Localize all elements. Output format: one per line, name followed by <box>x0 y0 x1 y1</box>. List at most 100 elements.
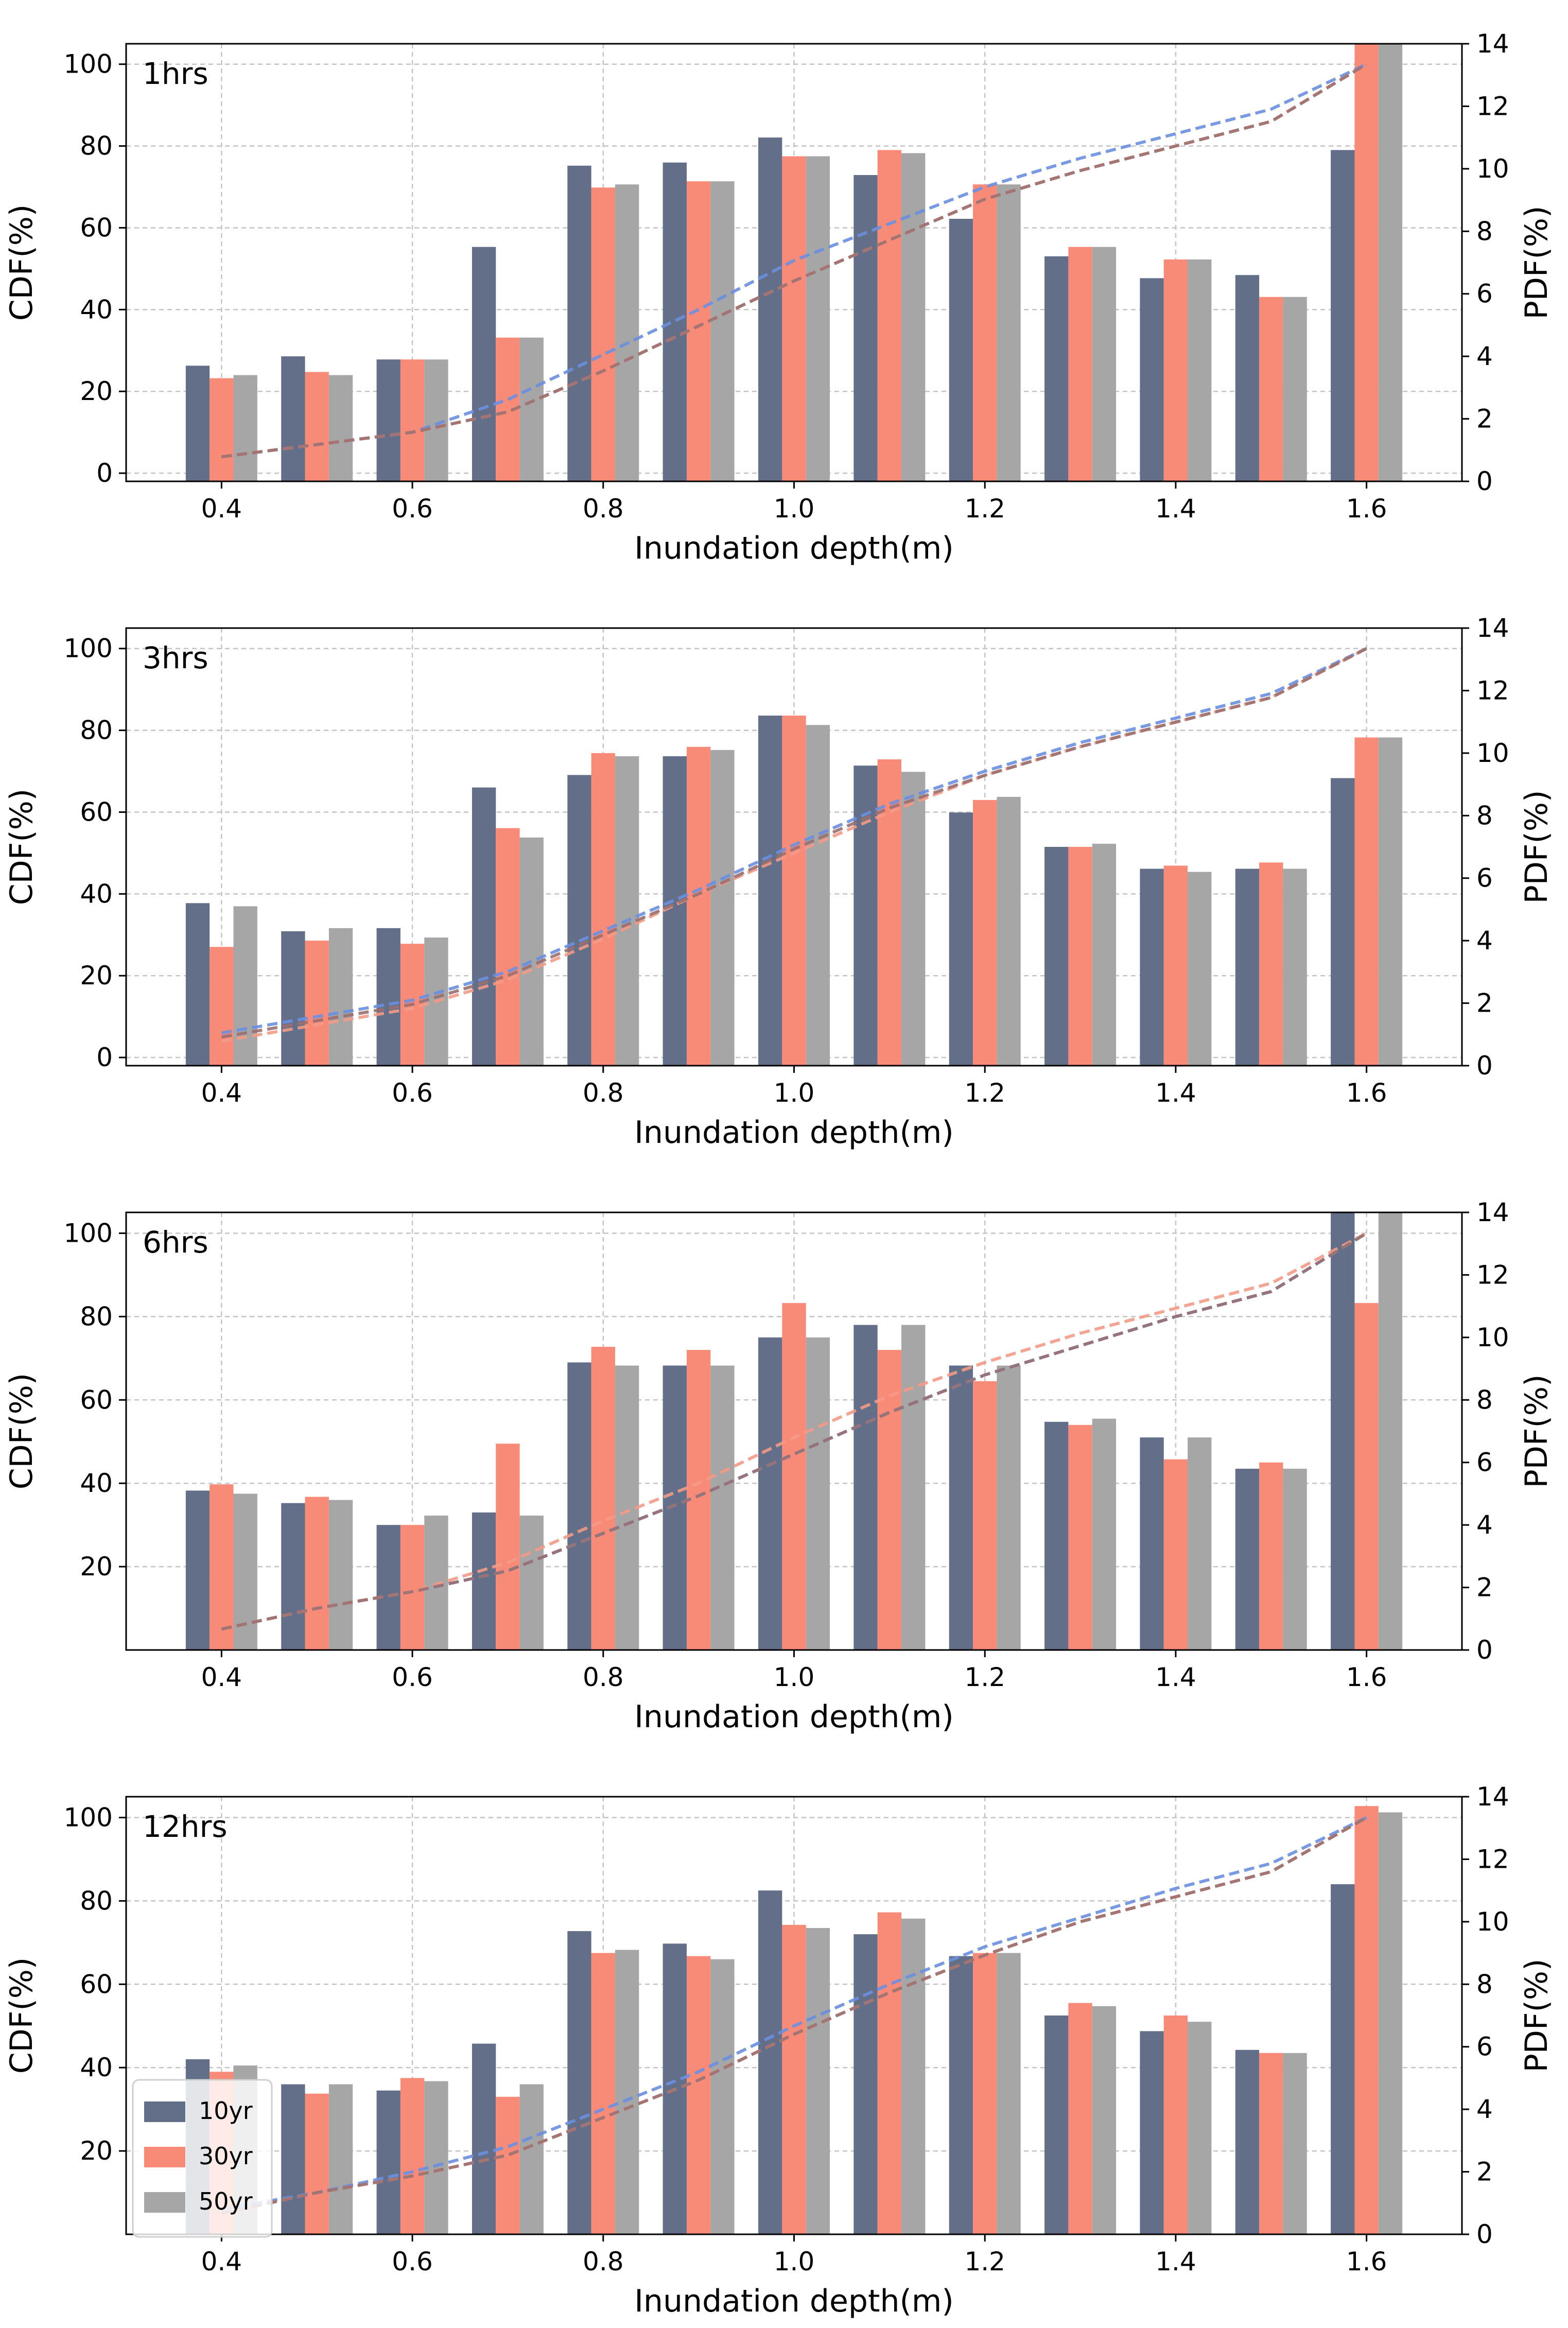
panel-title: 3hrs <box>143 640 208 675</box>
bar-30yr-0.9 <box>686 181 711 481</box>
y-right-tick-label: 14 <box>1476 1782 1509 1812</box>
bar-10yr-1.1 <box>853 175 878 481</box>
cdf-line-50yr <box>221 647 1367 1039</box>
y-right-tick-label: 2 <box>1476 1573 1493 1603</box>
y-right-tick-label: 6 <box>1476 2032 1493 2062</box>
y-left-tick-label: 80 <box>80 1301 113 1331</box>
bar-30yr-1.3 <box>1068 847 1092 1066</box>
bar-10yr-0.8 <box>567 1931 591 2234</box>
y-right-tick-label: 0 <box>1476 466 1493 496</box>
x-tick-label: 1.4 <box>1155 1662 1196 1692</box>
bar-50yr-1.2 <box>997 184 1021 481</box>
bar-30yr-1.3 <box>1068 247 1092 481</box>
bar-30yr-1.2 <box>973 1381 997 1650</box>
y-left-axis-label: CDF(%) <box>4 1373 40 1489</box>
y-left-tick-label: 100 <box>64 1218 113 1248</box>
x-tick-label: 1.4 <box>1155 1078 1196 1108</box>
bar-50yr-1.2 <box>997 1365 1021 1650</box>
bar-10yr-0.6 <box>376 2090 400 2234</box>
y-right-tick-label: 8 <box>1476 801 1493 830</box>
y-left-tick-label: 20 <box>80 1552 113 1582</box>
bar-30yr-0.7 <box>496 1444 520 1650</box>
x-tick-label: 0.6 <box>392 1662 433 1692</box>
x-tick-label: 1.6 <box>1346 1078 1387 1108</box>
x-tick-label: 0.6 <box>392 2247 433 2277</box>
legend-swatch-30yr <box>144 2147 185 2167</box>
y-left-axis-label: CDF(%) <box>4 204 40 321</box>
x-tick-label: 1.4 <box>1155 2247 1196 2277</box>
bar-50yr-1.0 <box>806 1337 830 1650</box>
bar-30yr-1.5 <box>1259 1462 1283 1650</box>
bar-50yr-0.5 <box>328 375 353 481</box>
y-right-tick-label: 14 <box>1476 1197 1509 1227</box>
y-right-tick-label: 6 <box>1476 279 1493 309</box>
cdf-line-10yr <box>221 1816 1367 2211</box>
x-tick-label: 0.8 <box>583 2247 624 2277</box>
y-left-tick-label: 40 <box>80 2053 113 2082</box>
bar-50yr-1.4 <box>1188 2022 1212 2234</box>
y-left-tick-label: 20 <box>80 961 113 991</box>
bar-30yr-1.3 <box>1068 2003 1092 2234</box>
bar-30yr-0.4 <box>210 1484 234 1650</box>
bar-10yr-0.5 <box>281 1503 305 1650</box>
bar-50yr-0.5 <box>328 2084 353 2234</box>
bar-30yr-1.1 <box>877 150 902 481</box>
y-left-tick-label: 60 <box>80 1385 113 1415</box>
y-right-axis-label: PDF(%) <box>1519 1959 1555 2073</box>
bar-30yr-1.2 <box>973 184 997 481</box>
bar-30yr-0.6 <box>400 1525 425 1650</box>
bar-10yr-0.8 <box>567 1362 591 1650</box>
bar-30yr-0.4 <box>210 947 234 1066</box>
bar-10yr-1.4 <box>1140 868 1164 1066</box>
panel-12hrs: 0.4 0.6 0.8 1.0 1.2 1.4 1.6 20 40 60 80 100 0 2 4 6 8 10 1… <box>4 1782 1555 2319</box>
bar-30yr-0.8 <box>591 1347 615 1650</box>
bar-30yr-1.4 <box>1163 865 1188 1066</box>
y-right-tick-label: 2 <box>1476 988 1493 1018</box>
y-right-tick-label: 0 <box>1476 2219 1493 2249</box>
x-axis-label: Inundation depth(m) <box>634 1699 954 1735</box>
bar-30yr-1.5 <box>1259 862 1283 1066</box>
bar-10yr-1.2 <box>949 812 973 1066</box>
panel-title: 1hrs <box>143 56 208 91</box>
bar-30yr-0.6 <box>400 2078 425 2234</box>
x-tick-label: 1.2 <box>964 2247 1005 2277</box>
bar-10yr-1.2 <box>949 219 973 481</box>
y-left-axis-label: CDF(%) <box>4 1957 40 2074</box>
x-tick-label: 0.4 <box>201 494 242 524</box>
bar-50yr-1.4 <box>1188 259 1212 481</box>
bar-10yr-1.1 <box>853 1934 878 2234</box>
bar-30yr-0.6 <box>400 359 425 481</box>
cdf-line-50yr <box>221 63 1368 459</box>
bar-30yr-1.4 <box>1163 1459 1188 1650</box>
x-tick-label: 0.8 <box>583 1662 624 1692</box>
bar-10yr-1.3 <box>1044 1421 1069 1650</box>
bar-50yr-0.7 <box>519 1515 544 1650</box>
bar-10yr-0.7 <box>472 247 496 481</box>
y-right-tick-label: 2 <box>1476 2157 1493 2187</box>
bar-50yr-1.5 <box>1283 868 1307 1066</box>
y-left-tick-label: 20 <box>80 376 113 406</box>
bar-10yr-0.7 <box>472 2043 496 2234</box>
y-left-tick-label: 0 <box>96 1043 113 1072</box>
x-tick-label: 1.0 <box>774 2247 815 2277</box>
x-tick-label: 0.8 <box>583 1078 624 1108</box>
bar-50yr-0.9 <box>710 750 735 1066</box>
bar-10yr-1.2 <box>949 1365 973 1650</box>
y-right-tick-label: 12 <box>1476 675 1509 705</box>
y-left-axis-label: CDF(%) <box>4 789 40 905</box>
y-left-tick-label: 100 <box>64 1802 113 1832</box>
y-right-tick-label: 10 <box>1476 1907 1509 1937</box>
bar-50yr-1.4 <box>1188 872 1212 1066</box>
bar-30yr-0.9 <box>686 746 711 1066</box>
bar-30yr-0.5 <box>305 372 329 481</box>
y-right-tick-label: 10 <box>1476 1323 1509 1352</box>
panel-title: 12hrs <box>143 1809 228 1844</box>
legend-swatch-10yr <box>144 2101 185 2122</box>
bar-50yr-1.1 <box>901 1325 926 1650</box>
bar-30yr-0.8 <box>591 187 615 481</box>
bar-50yr-0.9 <box>710 1959 735 2234</box>
bar-50yr-1.1 <box>901 772 926 1066</box>
bar-30yr-1.4 <box>1163 2016 1188 2234</box>
x-tick-label: 1.0 <box>774 1078 815 1108</box>
